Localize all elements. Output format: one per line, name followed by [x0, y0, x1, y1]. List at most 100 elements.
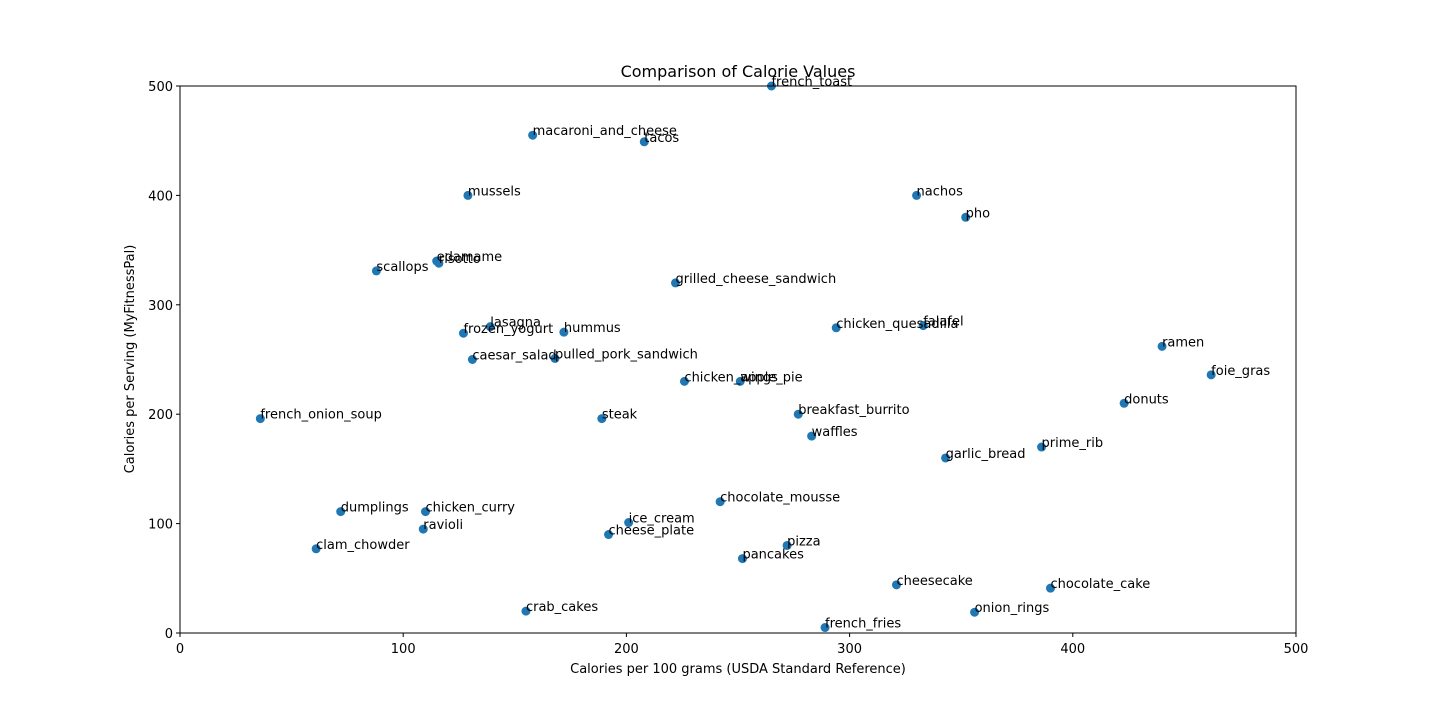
point-label: foie_gras — [1211, 364, 1270, 379]
scatter-point — [528, 130, 538, 140]
point-label: chocolate_mousse — [720, 491, 840, 506]
point-label: tacos — [644, 131, 679, 146]
point-label: waffles — [812, 425, 858, 440]
scatter-point — [918, 321, 928, 331]
point-label: clam_chowder — [316, 538, 410, 553]
point-label: chocolate_cake — [1050, 577, 1150, 592]
scatter-point — [831, 323, 841, 333]
point-label: crab_cakes — [526, 600, 598, 615]
scatter-point — [679, 376, 689, 386]
scatter-point — [1045, 583, 1055, 593]
point-label: onion_rings — [975, 601, 1050, 616]
scatter-point — [311, 544, 321, 554]
scatter-point — [624, 518, 634, 528]
point-label: pulled_pork_sandwich — [555, 347, 698, 362]
ticks-layer: 0 100 200 300 400 500 0 100 200 300 400 500 — [148, 80, 1308, 657]
point-label: cheesecake — [896, 574, 972, 589]
point-label: ice_cream — [629, 512, 695, 527]
scatter-point — [970, 607, 980, 617]
point-label: donuts — [1124, 392, 1169, 407]
point-label: pho — [966, 206, 990, 221]
x-tick-label: 300 — [837, 642, 862, 657]
scatter-point — [597, 414, 607, 424]
scatter-point — [550, 353, 560, 363]
scatter-point — [604, 530, 614, 540]
point-label: garlic_bread — [946, 447, 1026, 462]
scatter-point — [912, 190, 922, 200]
scatter-point — [820, 623, 830, 633]
x-tick-label: 0 — [176, 642, 184, 657]
scatter-point — [458, 328, 468, 338]
points-layer — [255, 81, 1216, 633]
point-label: mussels — [468, 184, 521, 199]
point-label: lasagna — [490, 316, 541, 331]
y-tick-label: 400 — [148, 189, 173, 204]
point-label: risotto — [439, 252, 481, 267]
y-tick-label: 0 — [165, 627, 173, 642]
point-label: chicken_quesadilla — [836, 317, 958, 332]
point-label: french_fries — [825, 617, 901, 632]
x-tick-label: 200 — [614, 642, 639, 657]
point-label: caesar_salad — [472, 349, 556, 364]
scatter-point — [737, 554, 747, 564]
scatter-point — [559, 327, 569, 337]
scatter-point — [418, 524, 428, 534]
point-label: chicken_wings — [684, 370, 778, 385]
scatter-point — [782, 540, 792, 550]
point-label: dumplings — [341, 501, 409, 516]
x-axis-label: Calories per 100 grams (USDA Standard Re… — [570, 662, 906, 677]
scatter-point — [1119, 398, 1129, 408]
point-label: chicken_curry — [426, 501, 516, 516]
point-label: cheese_plate — [609, 524, 695, 539]
plot-frame — [179, 85, 1297, 634]
x-tick-label: 100 — [391, 642, 416, 657]
scatter-point — [485, 322, 495, 332]
point-label: scallops — [376, 260, 428, 275]
point-label: pizza — [787, 534, 820, 549]
point-label: pancakes — [742, 548, 804, 563]
scatter-point — [961, 212, 971, 222]
y-axis-label: Calories per Serving (MyFitnessPal) — [123, 245, 138, 474]
point-label: ravioli — [423, 518, 463, 533]
point-label: prime_rib — [1042, 436, 1104, 451]
point-label: macaroni_and_cheese — [533, 124, 677, 139]
point-label: grilled_cheese_sandwich — [676, 272, 837, 287]
point-label: steak — [602, 408, 638, 423]
scatter-point — [891, 580, 901, 590]
x-tick-label: 400 — [1060, 642, 1085, 657]
point-label: apple_pie — [740, 370, 802, 385]
scatter-point — [463, 190, 473, 200]
point-label: falafel — [923, 315, 963, 330]
point-label: frozen_yogurt — [463, 322, 553, 337]
y-tick-label: 100 — [148, 518, 173, 533]
y-tick-label: 500 — [148, 80, 173, 95]
scatter-point — [255, 414, 265, 424]
scatter-point — [735, 376, 745, 386]
scatter-point — [807, 431, 817, 441]
y-tick-label: 200 — [148, 408, 173, 423]
point-label: breakfast_burrito — [798, 403, 909, 418]
point-label: ramen — [1162, 335, 1204, 350]
point-label: hummus — [564, 321, 621, 336]
point-label: edamame — [437, 250, 503, 265]
scatter-point — [671, 278, 681, 288]
scatter-point — [434, 258, 444, 268]
scatter-point — [1157, 341, 1167, 351]
scatter-point — [371, 266, 381, 276]
x-tick-label: 500 — [1284, 642, 1309, 657]
chart-title: Comparison of Calorie Values — [621, 62, 856, 81]
scatter-point — [336, 507, 346, 517]
scatter-point — [941, 453, 951, 463]
scatter-point — [1206, 370, 1216, 380]
scatter-point — [639, 137, 649, 147]
scatter-point — [467, 355, 477, 364]
y-tick-label: 300 — [148, 299, 173, 314]
point-label: french_toast — [771, 75, 852, 90]
scatter-point — [521, 606, 531, 616]
point-label: nachos — [917, 184, 964, 199]
point-label: french_onion_soup — [260, 408, 381, 423]
scatter-point — [793, 409, 803, 419]
scatter-point — [1037, 442, 1047, 452]
